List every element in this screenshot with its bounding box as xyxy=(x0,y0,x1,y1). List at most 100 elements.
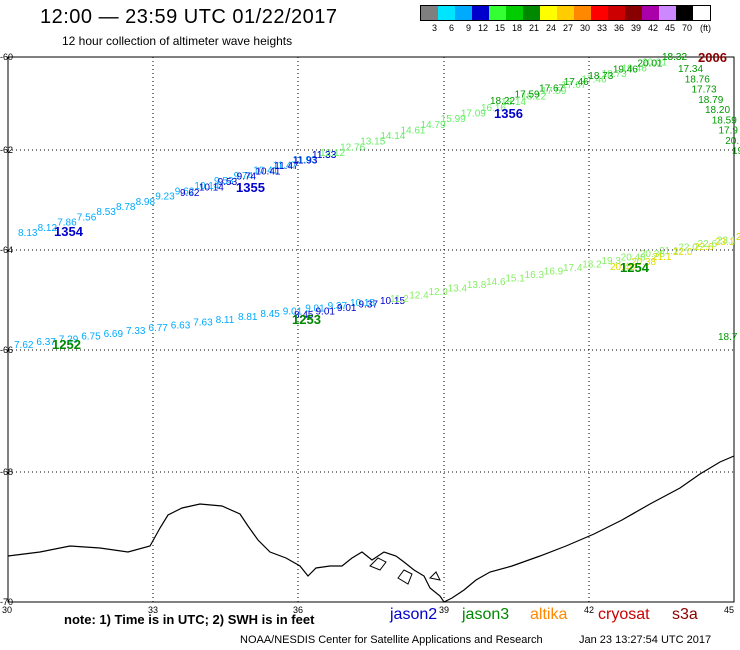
swh-value-label: 11.93 xyxy=(292,155,317,166)
swh-value-label: 11.47 xyxy=(274,161,299,172)
pass-number-label: 1253 xyxy=(292,312,321,327)
swh-value-label: 13.15 xyxy=(360,137,385,148)
coast-island-b xyxy=(397,569,413,585)
swh-value-label: 9.01 xyxy=(316,307,336,318)
scale-label: 6 xyxy=(448,23,454,33)
swh-value-label: 9.74 xyxy=(237,172,257,183)
swh-value-label: 20.48 xyxy=(610,262,635,273)
legend-s3a: s3a xyxy=(672,606,698,623)
scale-swatch xyxy=(608,6,625,20)
scale-swatch xyxy=(489,6,506,20)
swh-value-label: 21.1 xyxy=(652,252,672,263)
swh-value-label: 22.0 xyxy=(673,247,693,258)
swh-value-label: 8.78 xyxy=(116,202,136,213)
pass-number-label: 1356 xyxy=(494,106,523,121)
swh-value-label: 6.69 xyxy=(104,329,124,340)
swh-value-label: 10.41 xyxy=(255,166,280,177)
scale-swatch xyxy=(506,6,523,20)
swh-value-label: 7.56 xyxy=(77,212,97,223)
swh-value-label: 20.38 xyxy=(640,249,665,260)
scale-label: 39 xyxy=(630,23,641,33)
swh-value-label: 18.73 xyxy=(588,71,613,82)
swh-value-label: 10.14 xyxy=(194,181,219,192)
swh-value-label: 10.14 xyxy=(199,183,224,194)
swh-value-label: 20.48 xyxy=(621,253,646,264)
swh-value-label: 17.46 xyxy=(582,75,607,86)
scale-label: 3 xyxy=(431,23,437,33)
swh-value-label: 9.53 xyxy=(214,176,234,187)
scale-swatch xyxy=(676,6,693,20)
pass-number-label: 1355 xyxy=(236,180,265,195)
swh-value-label: 9.23 xyxy=(155,192,175,203)
pass-number-label: 1354 xyxy=(54,224,84,239)
swh-value-label: 14.61 xyxy=(400,125,425,136)
credit-line: NOAA/NESDIS Center for Satellite Applica… xyxy=(240,634,543,646)
swh-value-label: 9.01 xyxy=(283,306,303,317)
swh-value-label: 8.13 xyxy=(18,228,38,239)
scale-unit: (ft) xyxy=(700,23,711,33)
swh-value-label: 12.9 xyxy=(428,287,448,298)
lon-tick-labels: 30 33 36 39 42 45 xyxy=(2,605,734,615)
swh-value-label: 14.79 xyxy=(421,120,446,131)
swh-value-label: 8.45 xyxy=(294,310,314,321)
footer-note: note: 1) Time is in UTC; 2) SWH is in fe… xyxy=(64,612,315,627)
swh-value-label: 18.22 xyxy=(490,96,515,107)
swh-value-label: 12.76 xyxy=(340,142,365,153)
scale-swatch xyxy=(472,6,489,20)
swh-value-label: 8.12 xyxy=(38,223,58,234)
coast-island-c xyxy=(428,571,441,581)
scale-label: 9 xyxy=(465,23,471,33)
swh-value-label: 18.22 xyxy=(521,92,546,103)
swh-value-label: 9.01 xyxy=(337,303,357,314)
scale-swatch xyxy=(625,6,642,20)
swh-value-label: 23.1 xyxy=(715,237,735,248)
lat-tick-label: -64 xyxy=(0,245,13,255)
scale-swatch xyxy=(557,6,574,20)
chart-title: 12:00 — 23:59 UTC 01/22/2017 xyxy=(40,6,338,28)
swh-value-label: 10.15 xyxy=(350,298,375,309)
color-scale-swatches xyxy=(420,5,711,21)
swh-value-label: 7.33 xyxy=(126,326,146,337)
swh-value-label: 10.15 xyxy=(380,296,405,307)
swh-value-label: 24.0 xyxy=(736,232,740,243)
pass-number-label: 1252 xyxy=(52,337,81,352)
swh-value-label: 6.75 xyxy=(81,332,101,343)
swh-value-label: 21.1 xyxy=(659,246,679,257)
scale-label: 45 xyxy=(664,23,675,33)
lon-tick-label: 36 xyxy=(293,605,303,615)
swh-value-label: 13.4 xyxy=(448,284,468,295)
swh-value-label: 19 xyxy=(732,146,740,157)
swh-value-label: 11.2 xyxy=(390,294,409,305)
scale-label: 15 xyxy=(494,23,505,33)
swh-value-label: 11.47 xyxy=(273,160,298,171)
swh-value-label: 16.16 xyxy=(481,103,506,114)
swh-value-label: 17.67 xyxy=(539,83,564,94)
swh-value-label: 16.3 xyxy=(525,270,545,281)
legend-jason2: jason2 xyxy=(390,606,438,623)
swh-value-label: 22.0 xyxy=(678,242,698,253)
swh-value-label: 19.3 xyxy=(601,256,621,267)
swh-value-label: 9.37 xyxy=(328,301,348,312)
swh-value-label: 9.01 xyxy=(305,304,325,315)
lat-tick-label: -70 xyxy=(0,597,13,607)
swh-value-label: 17.09 xyxy=(461,108,486,119)
swh-value-label: 7.63 xyxy=(193,318,213,329)
swh-value-label: 13.8 xyxy=(467,280,487,291)
chart-subtitle: 12 hour collection of altimeter wave hei… xyxy=(62,34,293,48)
scale-swatch xyxy=(523,6,540,20)
swh-value-label: 20. xyxy=(725,136,739,147)
swh-value-label: 9.53 xyxy=(218,177,238,188)
swh-value-label: 17.67 xyxy=(561,80,586,91)
swh-value-label: 15.1 xyxy=(505,273,525,284)
swh-value-label: 14.6 xyxy=(486,277,506,288)
swh-value-label: 11.33 xyxy=(312,150,337,161)
pass-number-label: 1254 xyxy=(620,260,650,275)
swh-value-label: 8.45 xyxy=(260,309,280,320)
swh-value-label: 17.34 xyxy=(678,64,703,75)
scale-label: 33 xyxy=(596,23,607,33)
swh-value-label: 17.59 xyxy=(541,86,566,97)
scale-label: 24 xyxy=(545,23,556,33)
swh-value-label: 23.1 xyxy=(717,235,737,246)
lat-tick-label: -62 xyxy=(0,145,13,155)
scale-label: 18 xyxy=(511,23,522,33)
